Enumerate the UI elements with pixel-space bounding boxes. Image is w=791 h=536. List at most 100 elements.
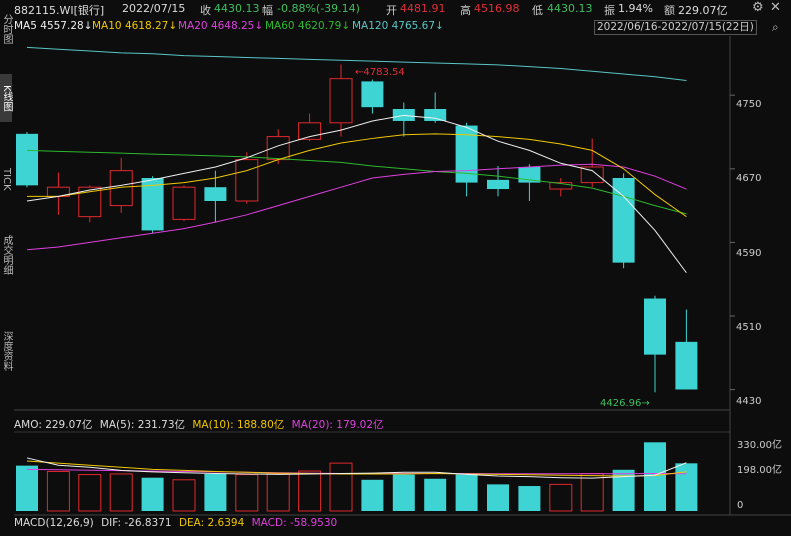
ma-legend: MA5 4557.28↓ MA10 4618.27↓ MA20 4648.25↓… <box>0 18 791 36</box>
volume-bar <box>329 462 353 512</box>
left-tab-bar: 分时图 K线图 TICK 成交明细 深度资料 <box>0 0 12 410</box>
amount-value: 229.07亿 <box>678 4 728 17</box>
price-tick-label: 4750 <box>736 99 762 110</box>
change-value: -0.88%(-39.14) <box>277 2 360 15</box>
volume-bar <box>361 479 384 511</box>
volume-bar <box>266 473 290 512</box>
volume-bar <box>204 473 227 511</box>
volume-bar <box>392 474 415 511</box>
volume-bar <box>580 473 604 512</box>
price-tick-label: 4510 <box>736 322 762 333</box>
security-code: 882115.WI[银行] <box>14 4 105 17</box>
candle-body <box>266 136 290 161</box>
candle-body <box>612 178 635 263</box>
volume-bar <box>518 486 541 511</box>
ma20-line <box>26 163 687 251</box>
settings-gear-icon[interactable]: ⚙ <box>752 0 764 15</box>
high-label: 高 <box>460 4 471 17</box>
search-icon[interactable]: ⌕ <box>772 20 779 34</box>
volume-tick-label: 330.00亿 <box>737 440 782 451</box>
candle-body <box>487 179 509 190</box>
price-tick-label: 4670 <box>736 173 762 184</box>
low-value: 4430.13 <box>547 2 593 15</box>
candle-body <box>361 81 384 108</box>
volume-bar <box>675 463 698 511</box>
volume-ma10-line <box>26 460 687 477</box>
quote-date: 2022/07/15 <box>122 2 186 15</box>
macd-legend: MACD(12,26,9) DIF: -26.8371 DEA: 2.6394 … <box>14 517 337 529</box>
volume-bar <box>141 477 164 511</box>
ma5-line <box>26 114 687 274</box>
volume-bar <box>109 473 133 512</box>
volume-ma5-line <box>26 457 687 479</box>
low-annotation-value: 4426.96 <box>600 398 642 409</box>
candle-body <box>644 298 666 355</box>
candle-body <box>235 159 259 202</box>
amp-value: 1.94% <box>618 2 653 15</box>
volume-bar <box>78 474 102 512</box>
close-icon[interactable]: ✕ <box>770 0 781 15</box>
volume-tick-label: 0 <box>737 500 744 511</box>
date-range-selector[interactable]: 2022/06/16-2022/07/15(22日) <box>594 20 757 35</box>
close-value: 4430.13 <box>214 2 260 15</box>
candle-body <box>580 166 604 184</box>
low-label: 低 <box>532 4 543 17</box>
ma60-legend: MA60 4620.79↓ <box>265 20 351 32</box>
volume-bar <box>424 478 447 511</box>
candle-body <box>424 109 447 121</box>
tab-kline[interactable]: K线图 <box>0 74 12 122</box>
amo-ma5: MA(5): 231.73亿 <box>99 419 186 431</box>
open-value: 4481.91 <box>400 2 446 15</box>
candle-body <box>549 182 573 190</box>
tab-timeshare[interactable]: 分时图 <box>1 14 12 44</box>
candle-body <box>172 186 196 220</box>
high-value: 4516.98 <box>474 2 520 15</box>
macd-value: MACD: -58.9530 <box>251 517 338 529</box>
header-bar: 882115.WI[银行] 2022/07/15 收 4430.13 幅 -0.… <box>0 0 791 18</box>
amount-label: 额 <box>664 4 675 17</box>
ma120-line <box>26 46 687 81</box>
change-label: 幅 <box>262 4 273 17</box>
price-tick-label: 4430 <box>736 396 762 407</box>
volume-bar <box>487 484 509 511</box>
ma120-legend: MA120 4765.67↓ <box>352 20 444 32</box>
ma10-line <box>27 133 687 218</box>
amo-ma20: MA(20): 179.02亿 <box>291 419 384 431</box>
tab-tick[interactable]: TICK <box>1 167 12 191</box>
amo-legend: AMO: 229.07亿 MA(5): 231.73亿 MA(10): 188.… <box>14 417 384 432</box>
candle-body <box>109 170 133 207</box>
volume-bar <box>455 474 478 511</box>
volume-bar <box>298 470 322 512</box>
candle-body <box>16 133 38 186</box>
volume-bar <box>172 479 196 512</box>
volume-bar <box>16 465 38 511</box>
price-tick-label: 4590 <box>736 248 762 259</box>
volume-bar <box>235 474 259 512</box>
volume-bar <box>644 442 666 511</box>
low-annotation: 4426.96→ <box>600 398 650 409</box>
ma10-legend: MA10 4618.27↓ <box>92 20 178 32</box>
candle-body <box>675 341 698 390</box>
candle-body <box>204 187 227 201</box>
macd-dea: DEA: 2.6394 <box>178 517 245 529</box>
tab-depth-data[interactable]: 深度资料 <box>1 331 12 371</box>
close-label: 收 <box>200 4 211 17</box>
amo-value: AMO: 229.07亿 <box>14 419 93 431</box>
high-annotation: ←4783.54 <box>355 67 405 78</box>
macd-dif: DIF: -26.8371 <box>101 517 172 529</box>
ma5-legend: MA5 4557.28↓ <box>14 20 93 32</box>
candle-body <box>455 125 478 183</box>
amp-label: 振 <box>604 4 615 17</box>
candle-body <box>78 186 102 218</box>
macd-name: MACD(12,26,9) <box>14 517 94 529</box>
candle-body <box>518 166 541 183</box>
volume-bar <box>612 469 635 511</box>
volume-bar <box>46 470 70 512</box>
open-label: 开 <box>386 4 397 17</box>
tab-trade-detail[interactable]: 成交明细 <box>1 235 12 275</box>
volume-tick-label: 198.00亿 <box>737 465 782 476</box>
candle-body <box>141 178 164 231</box>
volume-bar <box>549 483 573 512</box>
amo-ma10: MA(10): 188.80亿 <box>192 419 285 431</box>
